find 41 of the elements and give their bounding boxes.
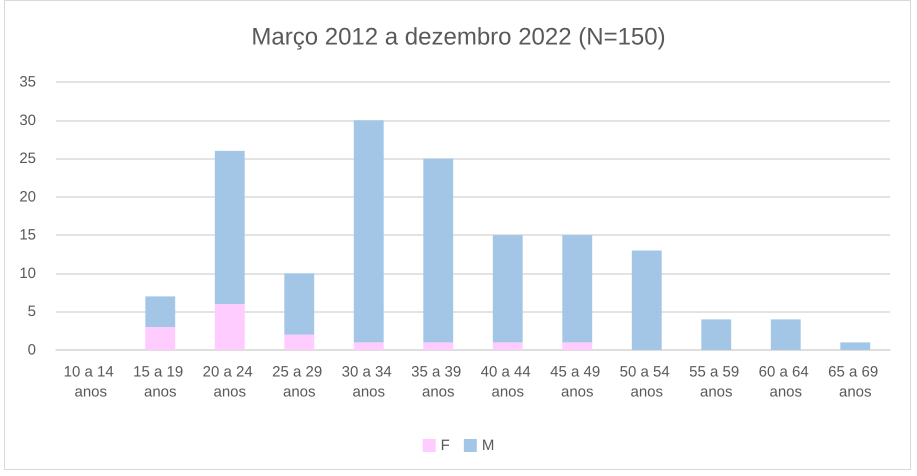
x-tick-label: 65 a 69 anos <box>828 364 882 400</box>
bar <box>492 235 523 342</box>
y-tick-label: 30 <box>19 112 36 129</box>
bar <box>840 342 870 350</box>
bar <box>354 120 384 342</box>
bar <box>562 235 592 342</box>
y-tick-label: 35 <box>19 74 36 90</box>
bar <box>423 158 454 342</box>
x-tick-label: 30 a 34 anos <box>342 364 396 400</box>
bar <box>423 342 454 350</box>
bar <box>214 304 245 350</box>
x-tick-label: 60 a 64 anos <box>758 364 813 400</box>
chart-title: Março 2012 a dezembro 2022 (N=150) <box>251 24 666 50</box>
x-tick-label: 35 a 39 anos <box>411 364 466 400</box>
bar <box>284 273 314 335</box>
y-tick-label: 15 <box>19 226 36 244</box>
x-tick-label: 45 a 49 anos <box>550 364 604 400</box>
x-tick-label: 55 a 59 anos <box>689 364 744 400</box>
bar <box>284 334 314 350</box>
bar <box>632 250 662 350</box>
bar <box>145 327 176 350</box>
x-tick-label: 50 a 54 anos <box>620 364 674 400</box>
bar <box>492 342 523 350</box>
x-tick-label: 25 a 29 anos <box>272 364 326 400</box>
y-tick-label: 5 <box>28 303 36 320</box>
legend-label: F <box>440 437 450 454</box>
bar <box>145 296 176 328</box>
bar <box>770 319 801 350</box>
bar <box>562 342 592 350</box>
y-tick-label: 25 <box>19 150 36 168</box>
bar <box>214 150 245 304</box>
x-tick-label: 15 a 19 anos <box>133 364 188 400</box>
y-tick-label: 20 <box>19 188 36 206</box>
x-tick-label: 40 a 44 anos <box>480 364 535 400</box>
x-tick-label: 20 a 24 anos <box>202 364 257 400</box>
y-tick-label: 0 <box>28 342 36 358</box>
bar <box>354 342 384 350</box>
y-tick-label: 10 <box>19 264 36 282</box>
bar <box>701 319 732 350</box>
legend-label: M <box>482 437 494 454</box>
x-tick-label: 10 a 14 anos <box>64 364 118 400</box>
